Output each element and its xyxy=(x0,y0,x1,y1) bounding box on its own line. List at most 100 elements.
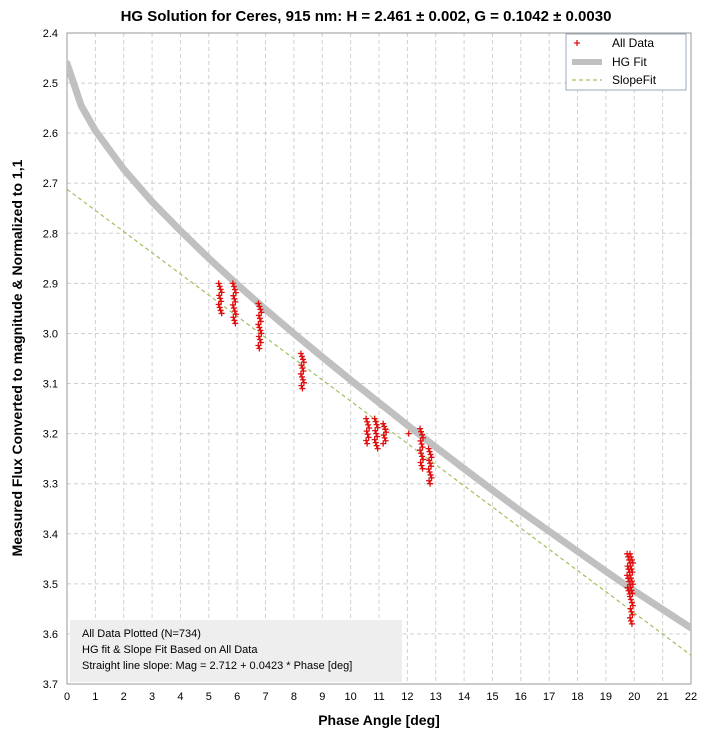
legend: All Data HG Fit SlopeFit xyxy=(565,33,687,91)
data-point xyxy=(373,421,380,428)
data-point xyxy=(232,289,239,296)
data-point xyxy=(232,320,239,327)
data-point xyxy=(231,308,238,315)
data-point xyxy=(427,471,434,478)
data-point xyxy=(363,437,370,444)
x-tick-label: 22 xyxy=(685,691,697,703)
data-point xyxy=(231,286,238,293)
y-tick-label: 3.1 xyxy=(43,379,58,391)
data-point xyxy=(364,418,371,425)
data-cluster xyxy=(229,280,239,327)
data-point xyxy=(217,286,224,293)
legend-label-slope-fit: SlopeFit xyxy=(612,73,657,87)
data-point xyxy=(218,298,225,305)
data-point xyxy=(373,430,380,437)
data-point xyxy=(626,572,633,579)
data-point xyxy=(381,423,388,430)
data-point xyxy=(628,566,635,573)
data-point xyxy=(215,301,222,308)
data-point xyxy=(628,556,635,563)
y-tick-label: 2.6 xyxy=(43,128,58,140)
data-point xyxy=(229,280,236,287)
x-tick-label: 0 xyxy=(64,691,70,703)
data-point xyxy=(256,324,263,331)
x-tick-label: 15 xyxy=(486,691,498,703)
data-point xyxy=(256,336,263,343)
x-tick-label: 18 xyxy=(571,691,583,703)
data-point xyxy=(218,310,225,317)
data-point xyxy=(628,620,635,627)
data-point xyxy=(627,575,634,582)
data-cluster xyxy=(371,415,381,452)
data-point xyxy=(417,447,424,454)
data-point xyxy=(371,436,378,443)
x-tick-label: 11 xyxy=(373,691,384,703)
data-point xyxy=(419,453,426,460)
data-point xyxy=(627,553,634,560)
y-tick-label: 3.2 xyxy=(43,429,58,441)
data-point xyxy=(628,608,635,615)
data-point xyxy=(417,437,424,444)
data-point xyxy=(372,439,379,446)
data-point xyxy=(364,431,371,438)
y-tick-label: 3.5 xyxy=(43,579,58,591)
data-point xyxy=(629,611,636,618)
data-point xyxy=(380,420,387,427)
x-tick-label: 21 xyxy=(657,691,669,703)
data-point xyxy=(298,382,305,389)
data-point xyxy=(372,427,379,434)
data-point xyxy=(426,469,433,476)
y-tick-label: 2.4 xyxy=(43,28,58,40)
data-point xyxy=(372,418,379,425)
data-point xyxy=(427,460,434,467)
data-cluster xyxy=(380,420,390,447)
data-point xyxy=(257,306,264,313)
data-point xyxy=(382,426,389,433)
data-point xyxy=(231,295,238,302)
data-point xyxy=(405,430,412,437)
x-tick-label: 6 xyxy=(234,691,240,703)
y-tick-label: 2.5 xyxy=(43,78,58,90)
data-cluster xyxy=(417,425,427,472)
data-point xyxy=(420,434,427,441)
data-point xyxy=(627,562,634,569)
data-point xyxy=(425,466,432,473)
data-cluster xyxy=(255,300,265,352)
data-point xyxy=(255,312,262,319)
x-tick-label: 3 xyxy=(149,691,155,703)
data-cluster xyxy=(405,430,412,437)
data-point xyxy=(216,292,223,299)
data-point xyxy=(231,317,238,324)
data-point xyxy=(258,330,265,337)
legend-label-all-data: All Data xyxy=(612,36,654,50)
data-point xyxy=(380,440,387,447)
data-point xyxy=(297,350,304,357)
data-point xyxy=(299,376,306,383)
x-tick-label: 20 xyxy=(628,691,640,703)
data-point xyxy=(230,314,237,321)
data-point xyxy=(216,304,223,311)
data-point xyxy=(629,590,636,597)
data-point xyxy=(629,602,636,609)
data-point xyxy=(627,617,634,624)
data-point xyxy=(230,292,237,299)
annotation-line: All Data Plotted (N=734) xyxy=(82,628,201,640)
data-point xyxy=(297,370,304,377)
data-point xyxy=(426,477,433,484)
data-cluster xyxy=(297,350,307,392)
annotation-background xyxy=(70,620,402,682)
y-tick-label: 2.7 xyxy=(43,178,58,190)
x-tick-label: 13 xyxy=(430,691,442,703)
data-point xyxy=(298,353,305,360)
data-point xyxy=(419,465,426,472)
data-point xyxy=(374,424,381,431)
slope-fit-line xyxy=(67,188,691,656)
data-point xyxy=(366,424,373,431)
annotation-line: Straight line slope: Mag = 2.712 + 0.042… xyxy=(82,660,352,672)
grid xyxy=(67,33,691,684)
data-point xyxy=(299,356,306,363)
data-point xyxy=(417,425,424,432)
data-point xyxy=(299,365,306,372)
data-point xyxy=(627,596,634,603)
